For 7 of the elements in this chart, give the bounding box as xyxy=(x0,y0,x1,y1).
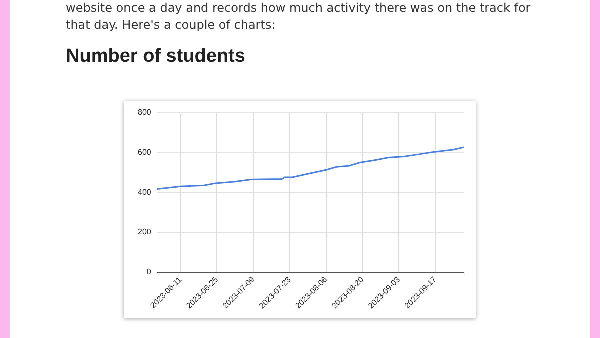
y-tick-label: 200 xyxy=(138,228,152,237)
y-tick-label: 400 xyxy=(138,188,152,197)
chart-title: Number of students xyxy=(66,46,246,68)
y-tick-label: 600 xyxy=(138,148,152,158)
y-tick-label: 800 xyxy=(138,108,152,118)
y-tick-label: 0 xyxy=(146,267,152,276)
text: website once a day and records how much activity there was on the track for that day. Here's a couple of charts: xyxy=(66,0,532,34)
